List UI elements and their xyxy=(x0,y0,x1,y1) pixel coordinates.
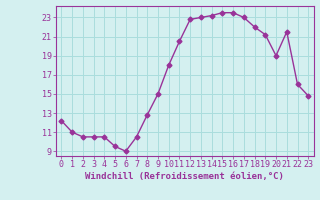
X-axis label: Windchill (Refroidissement éolien,°C): Windchill (Refroidissement éolien,°C) xyxy=(85,172,284,181)
